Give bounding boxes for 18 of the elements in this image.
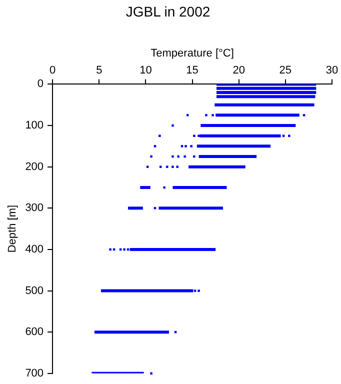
y-axis-title: Depth [m] (6, 204, 19, 253)
x-axis-title: Temperature [°C] (150, 47, 234, 60)
x-tick-label: 20 (232, 64, 245, 77)
x-tick-label: 10 (140, 64, 152, 77)
y-tick-label: 600 (25, 326, 44, 338)
x-tick-label: 25 (279, 64, 292, 77)
y-tick-label: 0 (37, 78, 44, 90)
chart-title: JGBL in 2002 (126, 3, 210, 20)
y-tick-label: 400 (25, 243, 44, 256)
x-tick-label: 0 (49, 64, 56, 77)
y-tick-label: 700 (25, 367, 44, 380)
y-tick-label: 100 (25, 120, 44, 132)
x-tick-label: 5 (96, 64, 102, 77)
y-tick-label: 500 (25, 284, 44, 297)
x-tick-label: 30 (326, 64, 338, 77)
y-tick-label: 300 (25, 202, 44, 214)
x-tick-label: 15 (186, 64, 198, 77)
y-tick-label: 200 (25, 160, 44, 173)
